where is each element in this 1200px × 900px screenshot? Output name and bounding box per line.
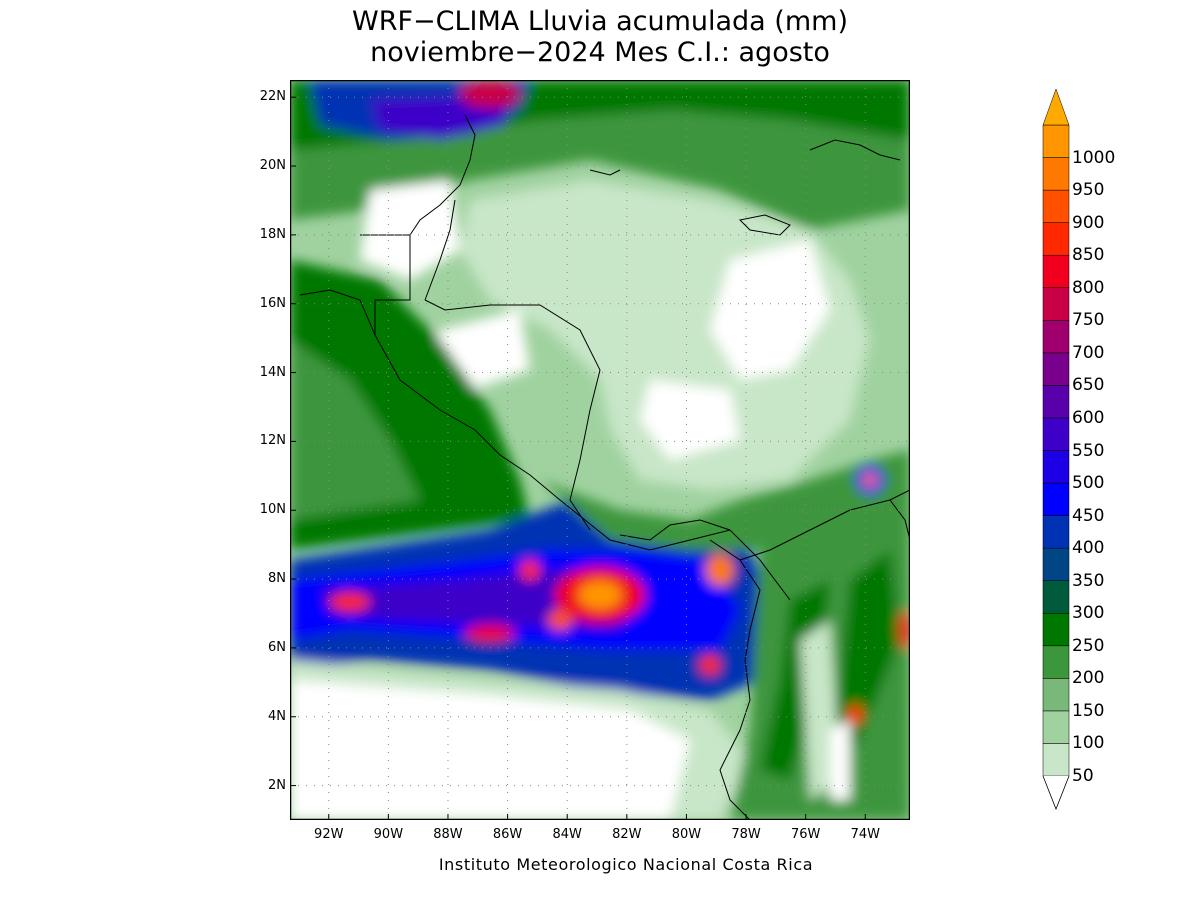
colorbar-swatch-600 bbox=[1042, 385, 1070, 419]
chart-title: WRF−CLIMA Lluvia acumulada (mm) bbox=[352, 6, 848, 37]
lat-tick-label: 2N bbox=[268, 777, 286, 793]
colorbar-swatch-550 bbox=[1042, 417, 1070, 451]
colorbar-label: 800 bbox=[1072, 277, 1105, 298]
coastlines bbox=[299, 114, 910, 820]
colorbar-swatch-300 bbox=[1042, 580, 1070, 614]
colorbar-swatch-700 bbox=[1042, 320, 1070, 354]
lat-tick-label: 6N bbox=[268, 639, 286, 655]
colorbar-label: 450 bbox=[1072, 505, 1105, 526]
lat-tick-label: 14N bbox=[259, 364, 286, 380]
lat-tick-label: 10N bbox=[259, 502, 286, 518]
lat-tick-label: 12N bbox=[259, 433, 286, 449]
colorbar-swatch-800 bbox=[1042, 254, 1070, 288]
colorbar-swatch-150 bbox=[1042, 678, 1070, 712]
colorbar-under-arrow bbox=[1042, 775, 1070, 811]
map-frame bbox=[290, 80, 910, 820]
colorbar-swatch-650 bbox=[1042, 352, 1070, 386]
lat-tick-label: 8N bbox=[268, 571, 286, 587]
colorbar-label: 650 bbox=[1072, 375, 1105, 396]
colorbar-label: 950 bbox=[1072, 180, 1105, 201]
lat-tick-label: 4N bbox=[268, 708, 286, 724]
colorbar-label: 750 bbox=[1072, 310, 1105, 331]
chart-subtitle: noviembre−2024 Mes C.I.: agosto bbox=[370, 37, 830, 68]
colorbar-label: 150 bbox=[1072, 700, 1105, 721]
colorbar-swatch-200 bbox=[1042, 645, 1070, 679]
colorbar-label: 600 bbox=[1072, 407, 1105, 428]
lon-tick-label: 74W bbox=[850, 827, 880, 842]
colorbar bbox=[1042, 88, 1070, 811]
colorbar-swatch-750 bbox=[1042, 287, 1070, 321]
colorbar-label: 500 bbox=[1072, 473, 1105, 494]
colorbar-swatch-100 bbox=[1042, 710, 1070, 744]
lat-tick-label: 16N bbox=[259, 295, 286, 311]
graticule bbox=[290, 80, 910, 820]
colorbar-label: 300 bbox=[1072, 603, 1105, 624]
colorbar-swatch-900 bbox=[1042, 189, 1070, 223]
lon-tick-label: 82W bbox=[612, 827, 642, 842]
colorbar-label: 200 bbox=[1072, 668, 1105, 689]
colorbar-label: 1000 bbox=[1072, 147, 1116, 168]
colorbar-label: 850 bbox=[1072, 245, 1105, 266]
colorbar-swatch-50 bbox=[1042, 743, 1070, 777]
lat-tick-label: 20N bbox=[259, 158, 286, 174]
lon-tick-label: 84W bbox=[552, 827, 582, 842]
lon-tick-label: 80W bbox=[671, 827, 702, 842]
colorbar-swatch-400 bbox=[1042, 515, 1070, 549]
lon-tick-label: 92W bbox=[314, 827, 344, 842]
credit-text: Instituto Meteorologico Nacional Costa R… bbox=[438, 855, 814, 874]
lon-tick-label: 78W bbox=[731, 827, 761, 842]
lon-tick-label: 90W bbox=[373, 827, 404, 842]
colorbar-swatch-450 bbox=[1042, 482, 1070, 516]
colorbar-label: 250 bbox=[1072, 635, 1105, 656]
colorbar-over-arrow bbox=[1042, 88, 1070, 126]
colorbar-swatch-250 bbox=[1042, 613, 1070, 647]
colorbar-label: 550 bbox=[1072, 440, 1105, 461]
colorbar-swatch-1000 bbox=[1042, 124, 1070, 158]
lon-tick-label: 76W bbox=[790, 827, 821, 842]
lon-tick-label: 86W bbox=[492, 827, 523, 842]
precipitation-map bbox=[290, 80, 910, 820]
colorbar-label: 50 bbox=[1072, 766, 1094, 786]
colorbar-swatch-500 bbox=[1042, 450, 1070, 484]
colorbar-label: 400 bbox=[1072, 538, 1105, 559]
axis-tickmarks bbox=[290, 96, 866, 820]
colorbar-label: 700 bbox=[1072, 342, 1105, 363]
lat-tick-label: 22N bbox=[259, 89, 286, 105]
colorbar-swatch-850 bbox=[1042, 222, 1070, 256]
colorbar-swatch-350 bbox=[1042, 547, 1070, 581]
colorbar-swatch-950 bbox=[1042, 157, 1070, 191]
lat-tick-label: 18N bbox=[259, 226, 286, 242]
map-canvas bbox=[290, 80, 910, 820]
colorbar-label: 350 bbox=[1072, 570, 1105, 591]
colorbar-label: 900 bbox=[1072, 212, 1105, 233]
lon-tick-label: 88W bbox=[433, 827, 463, 842]
colorbar-label: 100 bbox=[1072, 733, 1105, 754]
